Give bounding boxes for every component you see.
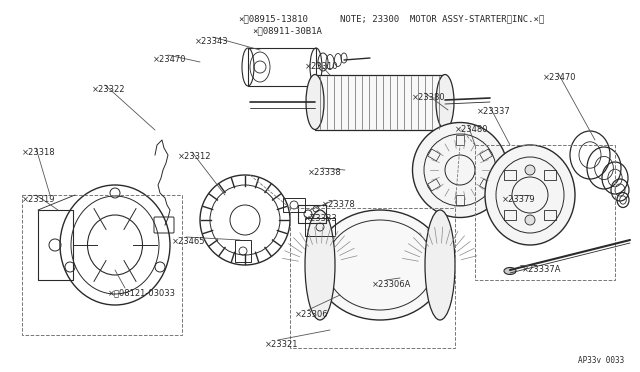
Ellipse shape [436,74,454,129]
Bar [504,210,516,220]
Text: ×Ⓝ08911-30B1A: ×Ⓝ08911-30B1A [252,26,322,35]
Bar [38,210,73,280]
Bar [428,179,440,191]
Text: ×23321: ×23321 [265,340,298,349]
Text: ×23312: ×23312 [178,152,211,161]
Ellipse shape [305,210,335,320]
Text: ×23337: ×23337 [477,107,511,116]
Text: AP33v 0033: AP33v 0033 [578,356,624,365]
Ellipse shape [306,74,324,129]
Bar [544,170,556,180]
Text: ×23318: ×23318 [22,148,56,157]
Bar [305,218,335,236]
Bar [283,198,305,212]
Text: ×23470: ×23470 [543,73,577,82]
Bar [504,170,516,180]
Bar [248,48,316,86]
Bar [315,75,445,130]
Text: ×23322: ×23322 [92,85,125,94]
Text: ×23470: ×23470 [153,55,186,64]
Text: ×23319: ×23319 [22,195,56,204]
Ellipse shape [425,210,455,320]
Text: ×Ⓝ08121-03033: ×Ⓝ08121-03033 [108,288,176,297]
Circle shape [525,215,535,225]
Bar [479,179,492,191]
Bar [298,205,326,223]
Text: ×23338: ×23338 [308,168,342,177]
Bar [235,240,251,262]
Text: ×23343: ×23343 [195,37,228,46]
Bar [290,208,455,348]
Text: ×23465: ×23465 [172,237,205,246]
Text: ×23378: ×23378 [322,200,356,209]
Ellipse shape [485,145,575,245]
Bar [479,149,492,161]
Bar [475,145,615,280]
Text: ×23380: ×23380 [412,93,445,102]
Text: ×23337A: ×23337A [522,265,561,274]
Text: ×23310: ×23310 [305,62,339,71]
Ellipse shape [413,122,508,218]
Text: NOTE; 23300  MOTOR ASSY-STARTER（INC.×）: NOTE; 23300 MOTOR ASSY-STARTER（INC.×） [340,14,544,23]
Bar [22,195,182,335]
Bar [456,135,464,145]
Ellipse shape [315,210,445,320]
Text: ×23480: ×23480 [455,125,488,134]
Text: ×23379: ×23379 [502,195,536,204]
Bar [544,210,556,220]
Circle shape [525,165,535,175]
Text: ×23306: ×23306 [295,310,328,319]
Text: ×23333: ×23333 [304,214,338,223]
Bar [456,195,464,205]
Bar [428,149,440,161]
Text: ×Ⓝ08915-13810: ×Ⓝ08915-13810 [238,14,308,23]
Text: ×23306A: ×23306A [372,280,412,289]
Ellipse shape [504,267,516,275]
